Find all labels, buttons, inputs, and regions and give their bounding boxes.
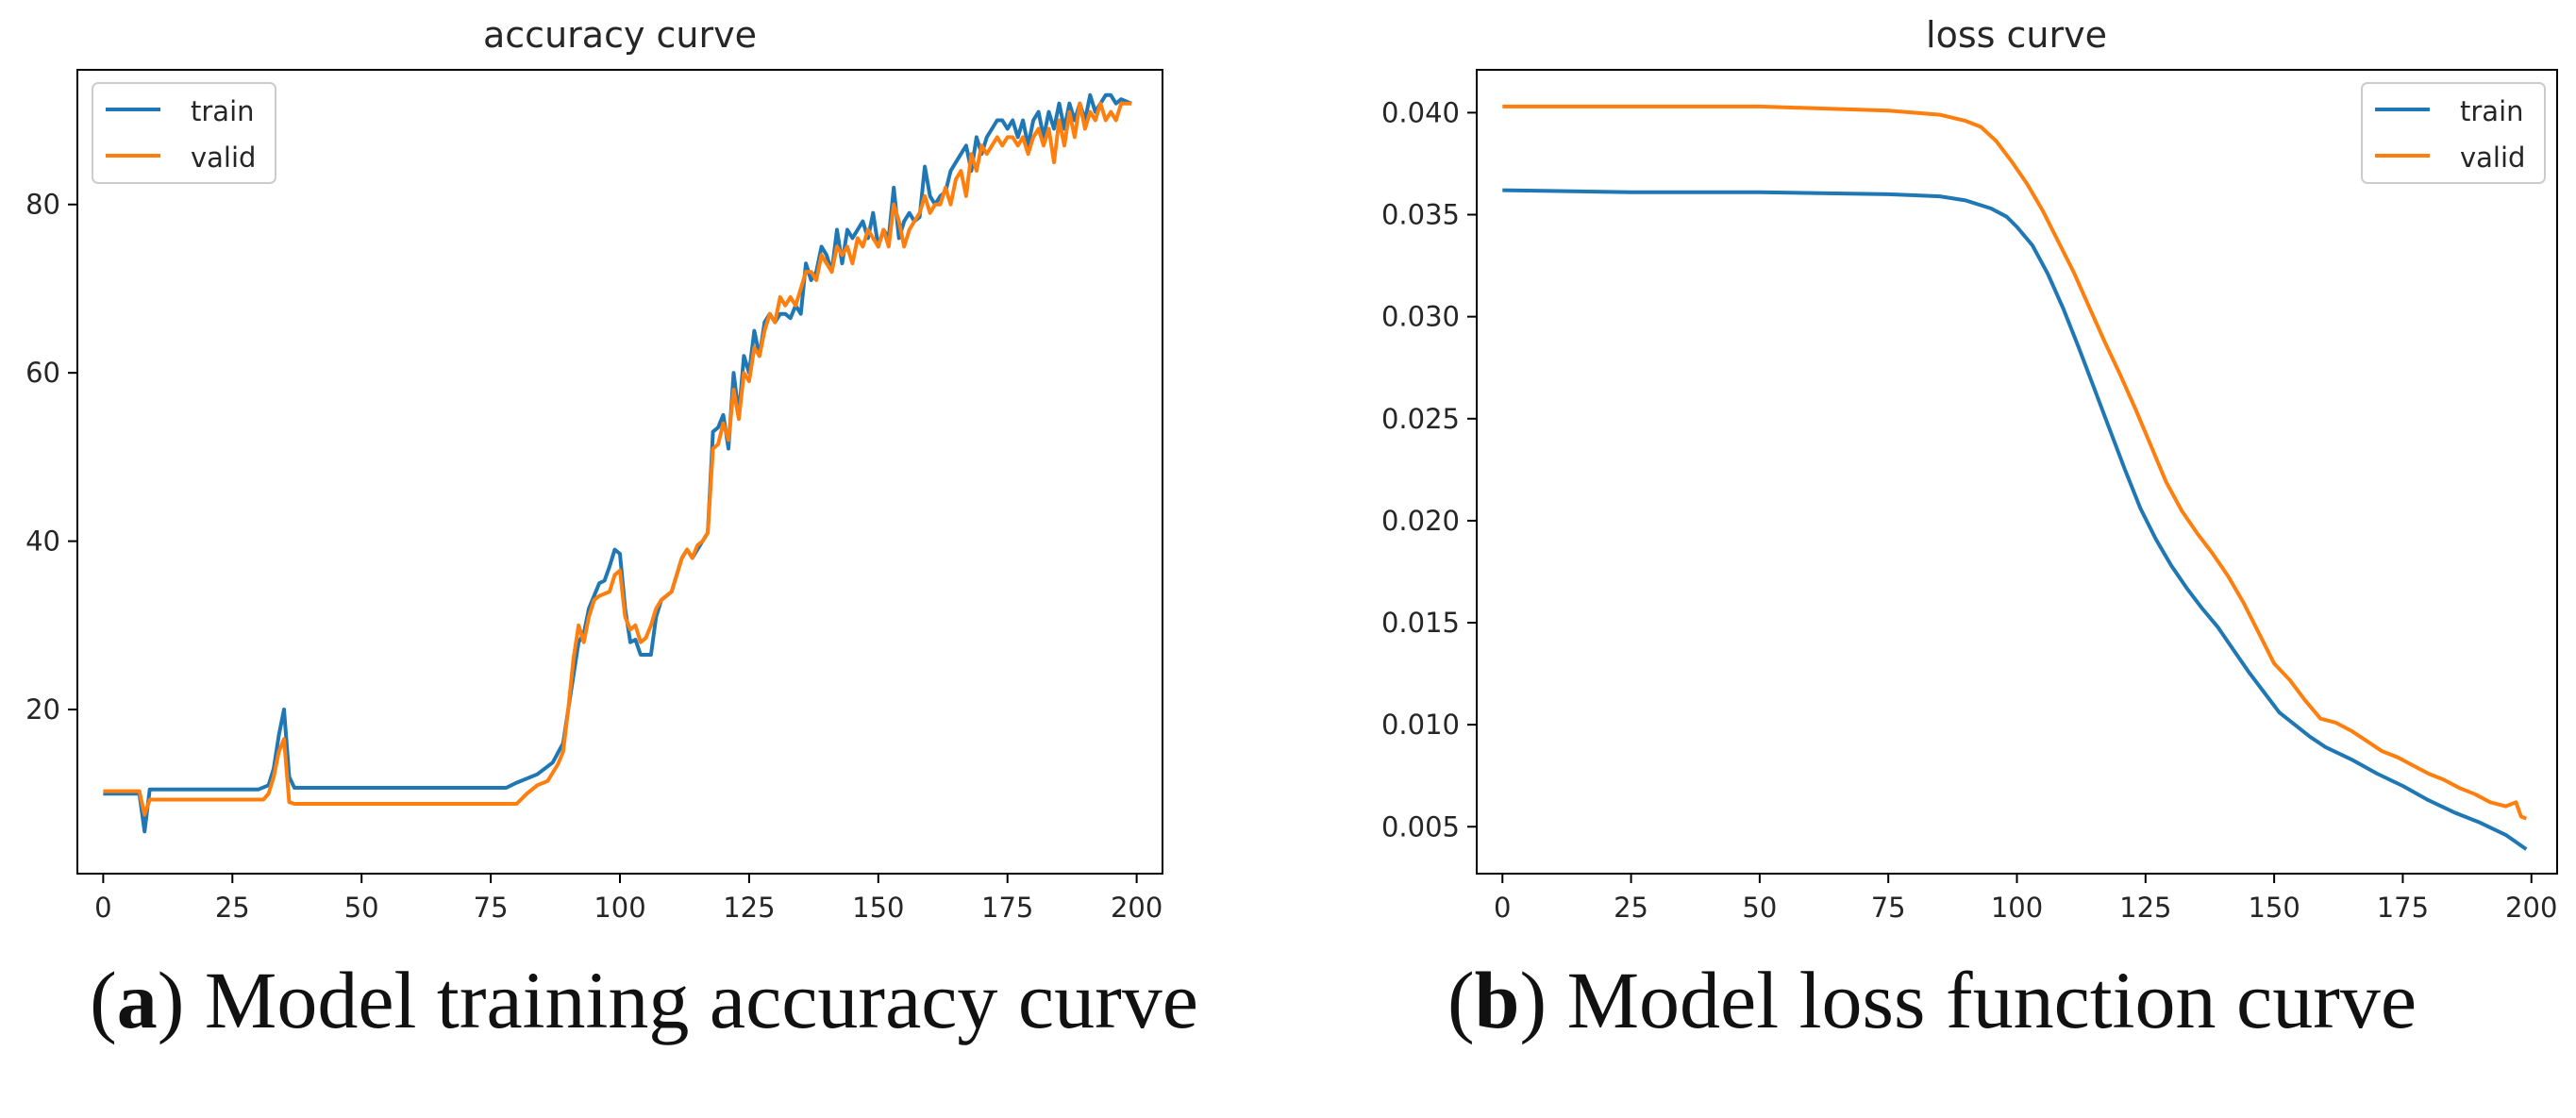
loss-y-tick-label: 0.035 xyxy=(1381,199,1460,231)
loss-x-tick-label: 75 xyxy=(1871,892,1906,924)
loss-x-tick-label: 0 xyxy=(1494,892,1511,924)
accuracy-x-tick-label: 150 xyxy=(852,892,904,924)
accuracy-series-valid xyxy=(103,101,1132,817)
accuracy-x-tick-label: 100 xyxy=(594,892,645,924)
accuracy-x-tick-label: 50 xyxy=(344,892,379,924)
accuracy-series-train xyxy=(103,92,1132,834)
loss-y-tick-label: 0.025 xyxy=(1381,403,1460,435)
loss-y-tick-label: 0.010 xyxy=(1381,709,1460,741)
caption-a-letter: a xyxy=(116,955,158,1045)
loss-x-tick-label: 100 xyxy=(1991,892,2043,924)
caption-b-text: Model loss function curve xyxy=(1547,955,2417,1045)
loss-legend-valid-label: valid xyxy=(2460,142,2525,174)
loss-y-tick-label: 0.005 xyxy=(1381,810,1460,843)
loss-y-tick-label: 0.040 xyxy=(1381,96,1460,128)
loss-y-tick-label: 0.020 xyxy=(1381,505,1460,537)
accuracy-x-tick-label: 25 xyxy=(215,892,250,924)
accuracy-y-tick-label: 40 xyxy=(25,526,60,558)
loss-legend-train-label: train xyxy=(2460,95,2524,127)
loss-series-valid xyxy=(1502,104,2528,821)
caption-b: (b) Model loss function curve xyxy=(1447,955,2417,1045)
accuracy-y-tick-label: 20 xyxy=(25,693,60,726)
loss-chart-title: loss curve xyxy=(1926,14,2107,56)
loss-y-tick-label: 0.015 xyxy=(1381,607,1460,639)
accuracy-plot-frame xyxy=(76,69,1163,875)
accuracy-chart: accuracy curve 0 25 50 75 100 125 150 175 200 20 4… xyxy=(25,14,1163,924)
accuracy-x-tick-label: 200 xyxy=(1111,892,1163,924)
loss-panel: loss curve 0 25 50 75 100 125 150 175 200 0.005 0.… xyxy=(1288,0,2576,1118)
caption-a: (a) Model training accuracy curve xyxy=(90,955,1198,1045)
accuracy-y-tick-label: 80 xyxy=(25,189,60,221)
loss-legend: train valid xyxy=(2361,82,2546,184)
loss-plot-frame xyxy=(1476,69,2558,875)
accuracy-panel: accuracy curve 0 25 50 75 100 125 150 175 200 20 4… xyxy=(25,14,1198,1045)
loss-series-train xyxy=(1502,188,2528,851)
loss-x-tick-label: 50 xyxy=(1742,892,1777,924)
accuracy-legend: train valid xyxy=(92,82,276,184)
accuracy-legend-valid-label: valid xyxy=(191,142,256,174)
loss-chart: loss curve 0 25 50 75 100 125 150 175 200 0.005 0.… xyxy=(1381,14,2558,924)
loss-x-tick-label: 25 xyxy=(1614,892,1648,924)
accuracy-y-tick-label: 60 xyxy=(25,357,60,389)
loss-y-tick-label: 0.030 xyxy=(1381,301,1460,333)
loss-x-tick-label: 150 xyxy=(2248,892,2300,924)
loss-x-tick-label: 125 xyxy=(2119,892,2171,924)
loss-x-tick-label: 200 xyxy=(2505,892,2557,924)
loss-x-tick-label: 175 xyxy=(2377,892,2429,924)
caption-a-text: Model training accuracy curve xyxy=(184,955,1198,1045)
accuracy-legend-train-label: train xyxy=(191,95,255,127)
accuracy-chart-title: accuracy curve xyxy=(483,14,757,56)
accuracy-x-tick-label: 0 xyxy=(94,892,111,924)
accuracy-x-tick-label: 125 xyxy=(723,892,775,924)
accuracy-x-tick-label: 75 xyxy=(474,892,509,924)
accuracy-x-tick-label: 175 xyxy=(981,892,1033,924)
caption-b-letter: b xyxy=(1474,955,1520,1045)
